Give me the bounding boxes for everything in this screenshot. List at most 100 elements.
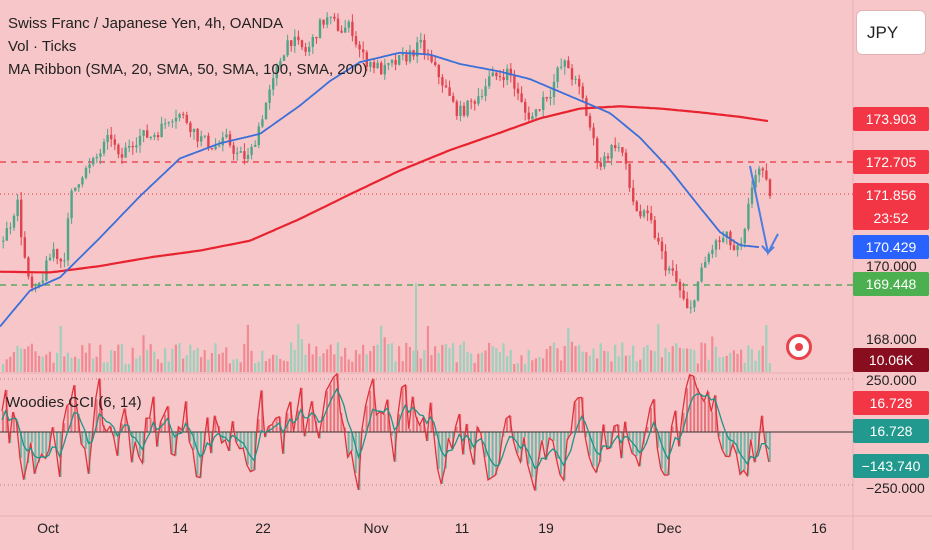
cci-histogram-bar bbox=[711, 411, 714, 432]
candle-body bbox=[423, 39, 426, 54]
candle-body bbox=[657, 237, 660, 242]
record-button[interactable] bbox=[786, 334, 812, 360]
volume-bar bbox=[369, 351, 372, 372]
candle-body bbox=[315, 36, 318, 39]
cci-histogram-bar bbox=[506, 418, 508, 432]
volume-bar bbox=[668, 352, 671, 372]
candle-body bbox=[142, 130, 145, 136]
candle-body bbox=[304, 47, 307, 52]
cci-histogram-bar bbox=[178, 426, 181, 432]
candle-body bbox=[664, 251, 667, 271]
candle-body bbox=[495, 72, 498, 77]
volume-bar bbox=[470, 353, 473, 372]
candle-body bbox=[704, 261, 707, 268]
volume-bar bbox=[689, 349, 692, 372]
volume-bar bbox=[441, 344, 444, 372]
candle-body bbox=[441, 77, 444, 86]
volume-bar bbox=[473, 363, 476, 372]
candle-body bbox=[650, 213, 653, 221]
volume-indicator-label[interactable]: Vol · Ticks bbox=[8, 38, 77, 55]
candle-body bbox=[110, 134, 113, 140]
price-tick-168: 168.000 bbox=[866, 331, 917, 347]
candle-body bbox=[12, 215, 16, 228]
candle-body bbox=[624, 152, 628, 164]
candle-body bbox=[63, 260, 66, 262]
cci-histogram-bar bbox=[704, 401, 706, 432]
cci-histogram-bar bbox=[567, 432, 570, 440]
volume-bar bbox=[106, 362, 109, 372]
candle-body bbox=[732, 245, 736, 251]
currency-button[interactable]: JPY bbox=[856, 10, 926, 55]
ma-ribbon-label[interactable]: MA Ribbon (SMA, 20, SMA, 50, SMA, 100, S… bbox=[8, 61, 368, 78]
cci-histogram-bar bbox=[63, 423, 66, 432]
cci-histogram-bar bbox=[23, 432, 26, 480]
candle-body bbox=[743, 228, 746, 244]
volume-bar bbox=[495, 348, 498, 372]
candle-body bbox=[570, 68, 574, 80]
cci-histogram-bar bbox=[657, 432, 660, 448]
cci-histogram-bar bbox=[700, 394, 703, 432]
candle-body bbox=[333, 16, 336, 19]
cci-histogram-bar bbox=[628, 432, 631, 441]
volume-bar bbox=[560, 360, 563, 372]
volume-bar bbox=[243, 343, 246, 372]
volume-bar bbox=[419, 358, 422, 372]
volume-bar bbox=[340, 356, 343, 372]
candle-body bbox=[696, 281, 700, 301]
sma-50-line bbox=[0, 51, 760, 328]
candle-body bbox=[434, 61, 437, 65]
candle-body bbox=[470, 100, 473, 102]
time-label-nov: Nov bbox=[363, 520, 389, 536]
candle-body bbox=[408, 50, 412, 62]
cci-indicator-label[interactable]: Woodies CCI (6, 14) bbox=[6, 394, 142, 411]
candle-body bbox=[207, 135, 210, 149]
cci-histogram-bar bbox=[650, 407, 652, 432]
cci-histogram-bar bbox=[344, 427, 346, 432]
candle-body bbox=[448, 87, 451, 96]
candle-body bbox=[354, 36, 358, 45]
cci-histogram-bar bbox=[369, 390, 372, 432]
volume-bar bbox=[196, 348, 199, 372]
volume-bar bbox=[743, 362, 746, 372]
candle-body bbox=[246, 154, 250, 159]
cci-histogram-bar bbox=[390, 432, 393, 436]
cci-histogram-bar bbox=[513, 432, 516, 441]
cci-histogram-bar bbox=[200, 432, 202, 478]
volume-bar bbox=[135, 358, 138, 372]
volume-bar bbox=[120, 344, 123, 372]
volume-bar bbox=[16, 346, 19, 372]
candle-body bbox=[477, 96, 480, 104]
candle-body bbox=[491, 72, 494, 77]
symbol-title[interactable]: Swiss Franc / Japanese Yen, 4h, OANDA bbox=[8, 15, 284, 32]
cci-histogram-bar bbox=[20, 432, 22, 459]
cci-histogram-bar bbox=[135, 432, 138, 442]
volume-bar bbox=[707, 359, 710, 372]
candle-body bbox=[120, 154, 124, 158]
volume-bar bbox=[761, 345, 764, 372]
candle-body bbox=[556, 67, 559, 82]
turbo-cci-line bbox=[1, 387, 770, 470]
cci-histogram-bar bbox=[365, 405, 368, 432]
volume-bar bbox=[192, 350, 195, 372]
candle-body bbox=[48, 257, 52, 261]
candle-body bbox=[20, 199, 23, 238]
volume-bar bbox=[527, 349, 530, 372]
volume-bar bbox=[182, 358, 185, 372]
candle-body bbox=[340, 30, 343, 33]
volume-bar bbox=[185, 355, 188, 372]
candle-body bbox=[394, 59, 397, 65]
volume-bar bbox=[41, 356, 44, 372]
price-tick-170: 170.000 bbox=[866, 258, 917, 274]
cci-histogram-bar bbox=[671, 426, 674, 432]
volume-bar bbox=[664, 348, 667, 372]
volume-bar bbox=[714, 346, 717, 372]
candle-body bbox=[171, 121, 174, 123]
volume-bar bbox=[95, 356, 98, 372]
volume-bar bbox=[650, 350, 653, 372]
cci-histogram-bar bbox=[88, 432, 91, 474]
candle-body bbox=[369, 62, 372, 67]
volume-bar bbox=[167, 361, 170, 372]
candle-body bbox=[750, 187, 754, 204]
volume-bar bbox=[434, 346, 437, 372]
